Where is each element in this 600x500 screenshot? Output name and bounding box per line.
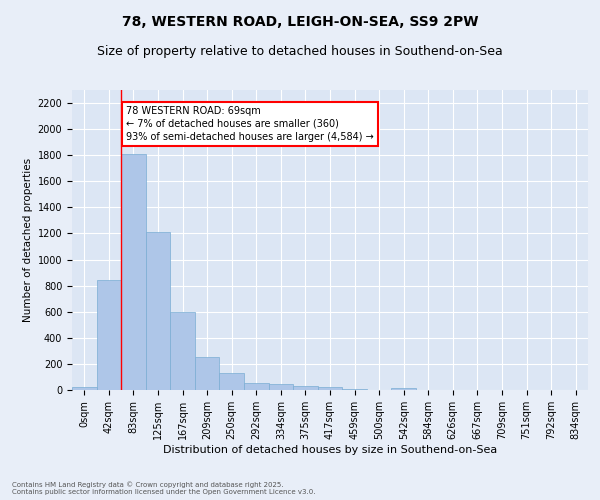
Bar bbox=[293, 386, 318, 390]
Text: 78, WESTERN ROAD, LEIGH-ON-SEA, SS9 2PW: 78, WESTERN ROAD, LEIGH-ON-SEA, SS9 2PW bbox=[122, 15, 478, 29]
Text: Contains HM Land Registry data © Crown copyright and database right 2025.
Contai: Contains HM Land Registry data © Crown c… bbox=[12, 482, 316, 495]
Text: 78 WESTERN ROAD: 69sqm
← 7% of detached houses are smaller (360)
93% of semi-det: 78 WESTERN ROAD: 69sqm ← 7% of detached … bbox=[126, 106, 374, 142]
Bar bbox=[170, 312, 195, 390]
Bar bbox=[146, 232, 170, 390]
Text: Size of property relative to detached houses in Southend-on-Sea: Size of property relative to detached ho… bbox=[97, 45, 503, 58]
X-axis label: Distribution of detached houses by size in Southend-on-Sea: Distribution of detached houses by size … bbox=[163, 444, 497, 454]
Bar bbox=[72, 386, 97, 390]
Bar bbox=[220, 373, 244, 390]
Bar bbox=[269, 384, 293, 390]
Bar bbox=[195, 356, 220, 390]
Bar bbox=[318, 387, 342, 390]
Bar bbox=[244, 383, 269, 390]
Bar bbox=[121, 154, 146, 390]
Y-axis label: Number of detached properties: Number of detached properties bbox=[23, 158, 34, 322]
Bar bbox=[342, 389, 367, 390]
Bar bbox=[391, 388, 416, 390]
Bar bbox=[97, 280, 121, 390]
